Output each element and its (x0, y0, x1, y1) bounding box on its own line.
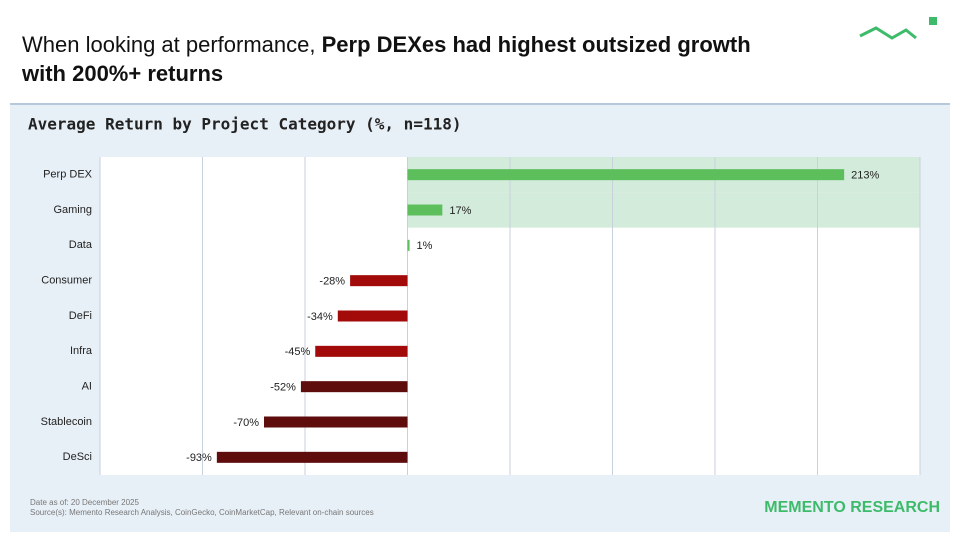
bar (315, 345, 408, 357)
highlight-band (407, 192, 920, 228)
category-label: Consumer (41, 275, 92, 287)
bar (264, 416, 408, 428)
value-label: 213% (851, 170, 879, 182)
value-label: -45% (285, 346, 311, 358)
value-label: -70% (233, 417, 259, 429)
category-label: Perp DEX (43, 169, 93, 181)
category-label: DeSci (63, 451, 92, 463)
source-note: Source(s): Memento Research Analysis, Co… (30, 508, 374, 517)
bar (216, 451, 408, 463)
title-bold: Perp DEXes had highest outsized growth (321, 32, 751, 57)
bar (407, 169, 845, 181)
value-label: -28% (319, 276, 345, 288)
brand: MEMENTO RESEARCH (764, 499, 940, 516)
value-label: 1% (417, 240, 433, 252)
value-label: -93% (186, 452, 212, 464)
category-label: DeFi (69, 310, 92, 322)
category-label: AI (82, 381, 92, 393)
category-label: Infra (70, 345, 93, 357)
value-label: -52% (270, 382, 296, 394)
title-lead: When looking at performance, (22, 32, 322, 57)
value-label: 17% (449, 205, 471, 217)
logo-dot (929, 17, 937, 25)
category-label: Gaming (53, 204, 92, 216)
slide-title: When looking at performance, Perp DEXes … (22, 30, 751, 88)
bar (337, 310, 408, 322)
category-label: Stablecoin (41, 416, 92, 428)
logo (859, 26, 917, 40)
category-label: Data (69, 239, 93, 251)
title-bold: with 200%+ returns (22, 61, 224, 86)
bar (407, 204, 443, 216)
bar (300, 381, 408, 393)
bar (407, 239, 410, 251)
date-note: Date as of: 20 December 2025 (30, 498, 140, 507)
value-label: -34% (307, 311, 333, 323)
bar (350, 275, 408, 287)
chart-title: Average Return by Project Category (%, n… (28, 115, 461, 134)
